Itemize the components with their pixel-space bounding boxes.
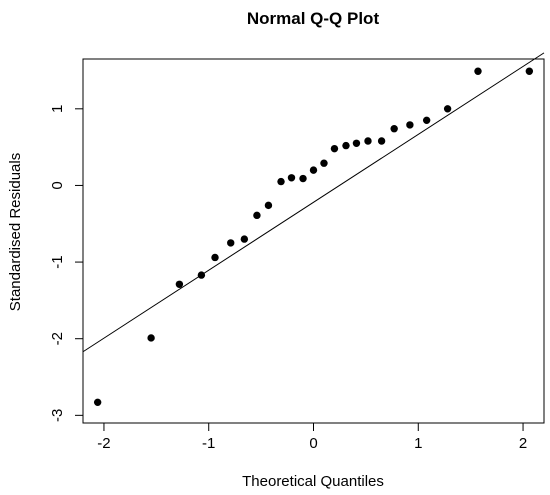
y-tick-label: -3 (49, 409, 66, 422)
data-point (147, 334, 155, 342)
y-tick-label: -2 (49, 332, 66, 345)
y-axis-title: Standardised Residuals (7, 153, 24, 311)
data-point (330, 144, 339, 153)
y-tick-label: 1 (49, 105, 66, 113)
data-point (342, 141, 350, 150)
plot-frame (82, 58, 545, 424)
x-tick-label: 1 (414, 435, 422, 452)
data-point (525, 67, 534, 75)
data-point (352, 139, 361, 147)
data-point (197, 271, 206, 279)
y-tick-label: -1 (49, 255, 66, 268)
data-point (320, 159, 328, 167)
reference-line (82, 52, 545, 353)
x-tick-label: -2 (97, 435, 110, 452)
x-tick-label: 0 (309, 435, 317, 452)
x-tick-label: -1 (202, 435, 215, 452)
chart-title: Normal Q-Q Plot (247, 9, 380, 28)
data-point (474, 67, 482, 75)
data-point (175, 280, 184, 288)
data-point (277, 177, 285, 186)
data-point (364, 137, 372, 145)
y-axis: -3 -2 -1 0 1 (49, 105, 83, 422)
data-point (264, 201, 273, 210)
x-axis: -2 -1 0 1 2 (97, 423, 527, 452)
y-tick-label: 0 (49, 181, 66, 189)
data-point (211, 253, 219, 262)
data-point (93, 398, 102, 407)
data-point (227, 239, 235, 247)
x-tick-label: 2 (519, 435, 527, 452)
data-points (93, 67, 534, 407)
data-point (309, 166, 318, 174)
data-point (253, 211, 261, 220)
data-point (390, 125, 398, 133)
data-point (299, 174, 307, 183)
data-point (422, 116, 431, 125)
data-point (377, 137, 386, 145)
data-point (443, 105, 452, 113)
data-point (287, 174, 296, 182)
x-axis-title: Theoretical Quantiles (242, 473, 384, 490)
data-point (240, 235, 249, 243)
data-point (406, 121, 414, 129)
